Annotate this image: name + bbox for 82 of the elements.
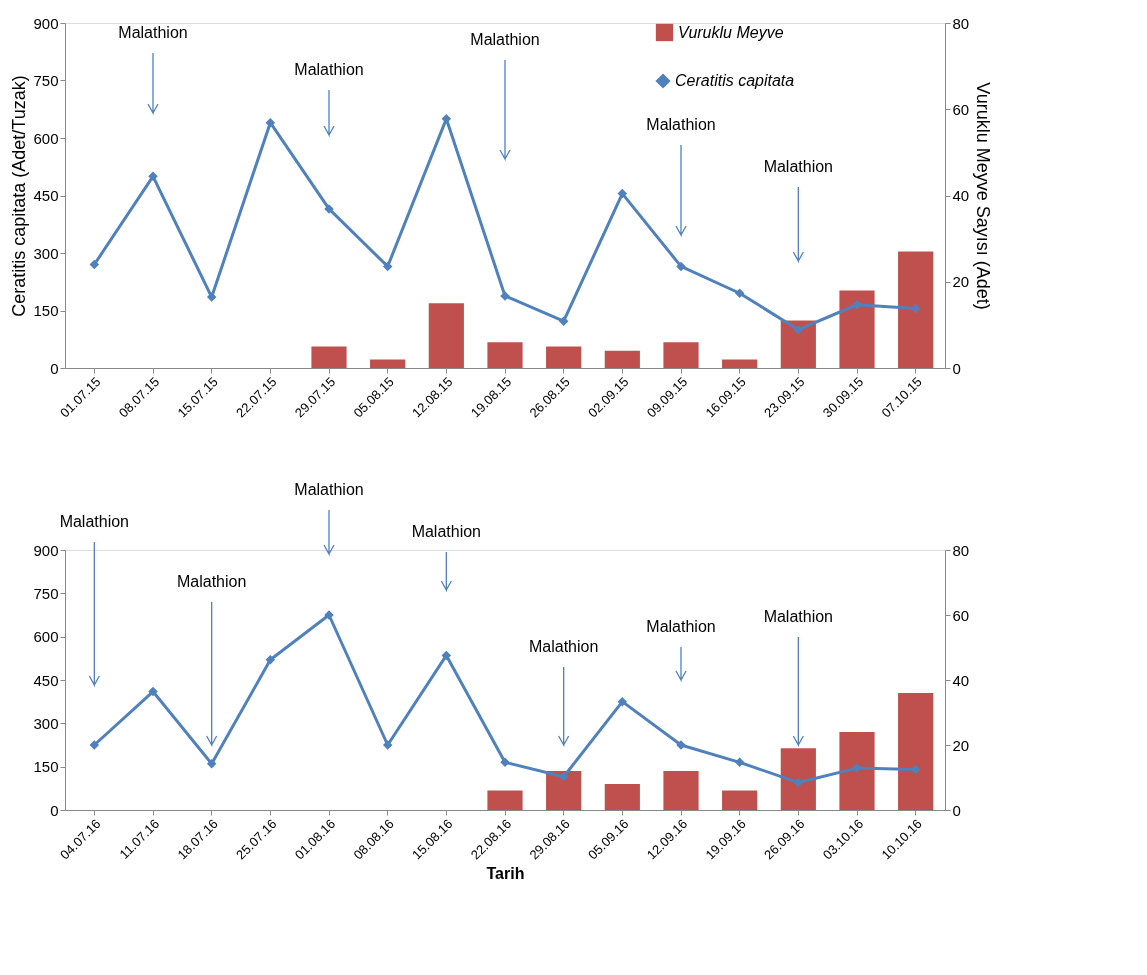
bar: [898, 251, 934, 368]
point: [558, 772, 569, 782]
point: [676, 261, 686, 272]
bar: [546, 771, 582, 810]
annotation: Malathion: [528, 638, 599, 655]
y-tick-label: 150: [33, 302, 59, 319]
bar: [898, 693, 934, 810]
annotation: Malathion: [118, 24, 188, 41]
bar: [839, 290, 875, 368]
annotation: Malathion: [646, 618, 716, 635]
y2-tick-label: 0: [952, 359, 961, 377]
point: [793, 777, 804, 788]
x-axis-title: Tarih: [486, 865, 525, 883]
point: [89, 740, 100, 750]
y2-tick-label: 80: [952, 541, 970, 559]
text: Malathion: [411, 523, 482, 540]
point: [558, 316, 569, 326]
bar: [370, 359, 406, 368]
bar: [487, 790, 523, 810]
point: [617, 188, 628, 199]
y-tick-label: 600: [33, 628, 59, 646]
y-tick-label: 900: [33, 14, 59, 32]
y2-tick-label: 80: [952, 14, 970, 32]
y2-tick-label: 60: [952, 606, 970, 624]
point: [265, 117, 276, 128]
y-tick-label: 150: [33, 758, 59, 776]
y-tick-label: 600: [33, 129, 59, 147]
point: [734, 288, 745, 298]
bar: [604, 350, 640, 368]
point: [382, 261, 393, 272]
y-tick-label: 900: [33, 541, 59, 559]
point: [617, 696, 628, 707]
annotation: Malathion: [763, 158, 834, 175]
text: Malathion: [294, 481, 364, 498]
bar: [780, 320, 816, 368]
text: Malathion: [59, 513, 130, 530]
point: [382, 740, 393, 750]
point: [148, 171, 158, 182]
point: [500, 757, 510, 768]
bar: [311, 346, 347, 368]
bar: [428, 303, 464, 368]
point: [793, 324, 804, 335]
y2-tick-label: 60: [952, 100, 970, 118]
legend-label: Vuruklu Meyve: [678, 23, 784, 41]
bar: [722, 790, 758, 810]
point: [148, 686, 158, 697]
y2-tick-label: 20: [952, 736, 970, 754]
y-tick-label: 300: [33, 714, 59, 732]
annotation: Malathion: [470, 31, 540, 48]
y-tick-label: 750: [33, 72, 59, 89]
point: [265, 655, 276, 665]
annotation: Malathion: [176, 573, 247, 590]
y-tick-label: 450: [33, 187, 59, 204]
annotation: Malathion: [763, 608, 834, 625]
y-tick-label: 450: [33, 671, 59, 689]
y-tick-label: 300: [33, 244, 59, 262]
bar: [663, 342, 699, 368]
annotation: Malathion: [294, 61, 364, 78]
bar: [604, 784, 640, 810]
point: [206, 292, 217, 302]
point: [441, 114, 452, 124]
y-axis-title: Ceratitis capitata (Adet/Tuzak): [9, 75, 30, 317]
point: [734, 757, 745, 768]
point: [89, 259, 100, 270]
y-tick-label: 0: [50, 359, 59, 377]
y2-tick-label: 0: [952, 801, 961, 819]
y-tick-label: 0: [50, 801, 59, 819]
bar: [487, 342, 523, 368]
point: [206, 759, 217, 769]
y-tick-label: 750: [33, 584, 59, 602]
y2-axis-title: Vuruklu Meyve Sayısı (Adet): [973, 82, 994, 310]
y2-tick-label: 40: [952, 187, 970, 204]
bar: [722, 359, 758, 368]
bar: [663, 771, 699, 810]
bar: [780, 748, 816, 810]
legend-label: Ceratitis capitata: [675, 72, 795, 89]
annotation: Malathion: [646, 116, 716, 133]
y2-tick-label: 20: [952, 273, 970, 291]
bar: [546, 346, 582, 368]
bar: [839, 732, 875, 810]
point: [441, 650, 452, 661]
y2-tick-label: 40: [952, 671, 970, 689]
